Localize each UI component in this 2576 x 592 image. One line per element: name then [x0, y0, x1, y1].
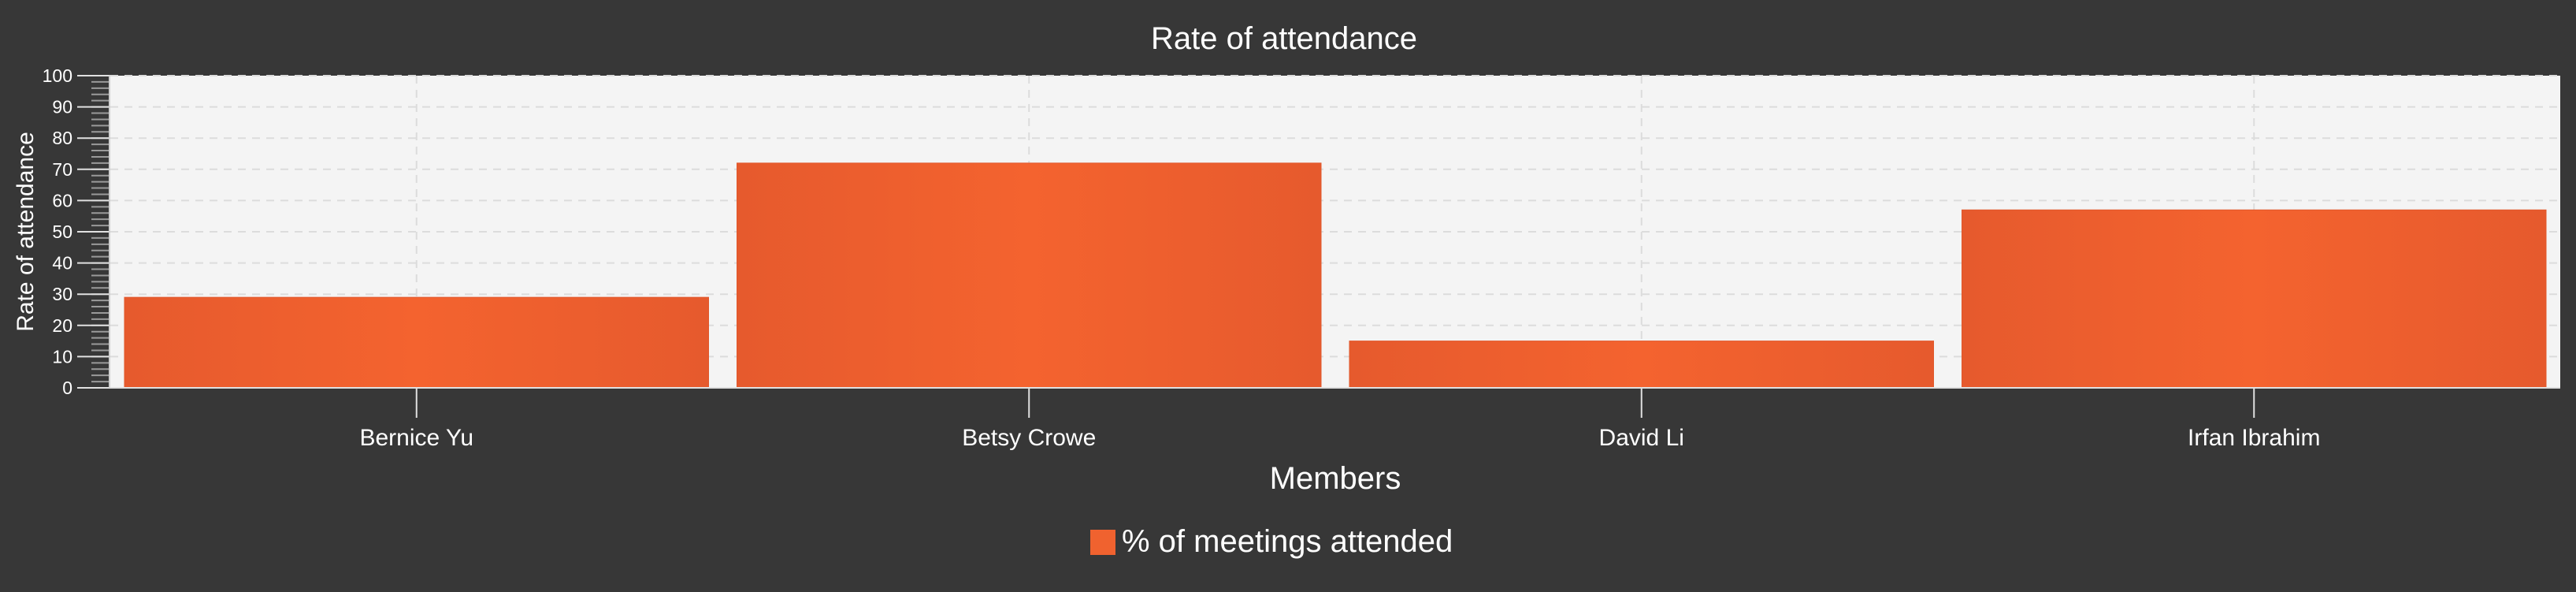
bars — [124, 162, 2547, 389]
y-tick-label: 20 — [52, 315, 72, 336]
x-tick-label: Bernice Yu — [359, 425, 473, 451]
bar — [124, 296, 709, 389]
y-tick-label: 0 — [62, 378, 72, 398]
y-tick-label: 60 — [52, 190, 72, 210]
bar — [1349, 341, 1934, 389]
y-axis: 0 10 20 30 40 50 60 70 80 90 100 — [43, 65, 110, 398]
x-axis-label: Members — [1270, 461, 1401, 496]
x-tick-label: David Li — [1599, 425, 1684, 451]
y-tick-label: 70 — [52, 159, 72, 180]
chart-title: Rate of attendance — [1151, 21, 1417, 56]
y-tick-label: 10 — [52, 346, 72, 367]
y-tick-label: 40 — [52, 253, 72, 274]
y-tick-label: 50 — [52, 222, 72, 242]
x-axis: Bernice Yu Betsy Crowe David Li Irfan Ibrah… — [110, 387, 2560, 451]
x-tick-label: Betsy Crowe — [962, 425, 1096, 451]
y-axis-label: Rate of attendance — [13, 132, 39, 332]
bar — [737, 162, 1322, 389]
y-tick-label: 80 — [52, 128, 72, 148]
y-tick-label: 100 — [43, 65, 72, 86]
legend-swatch — [1090, 530, 1115, 555]
y-tick-label: 90 — [52, 97, 72, 117]
bar — [1962, 209, 2547, 389]
gridlines — [110, 75, 2560, 388]
y-tick-label: 30 — [52, 284, 72, 304]
legend-label: % of meetings attended — [1122, 524, 1453, 559]
legend: % of meetings attended — [1090, 524, 1453, 559]
x-tick-label: Irfan Ibrahim — [2188, 425, 2320, 451]
